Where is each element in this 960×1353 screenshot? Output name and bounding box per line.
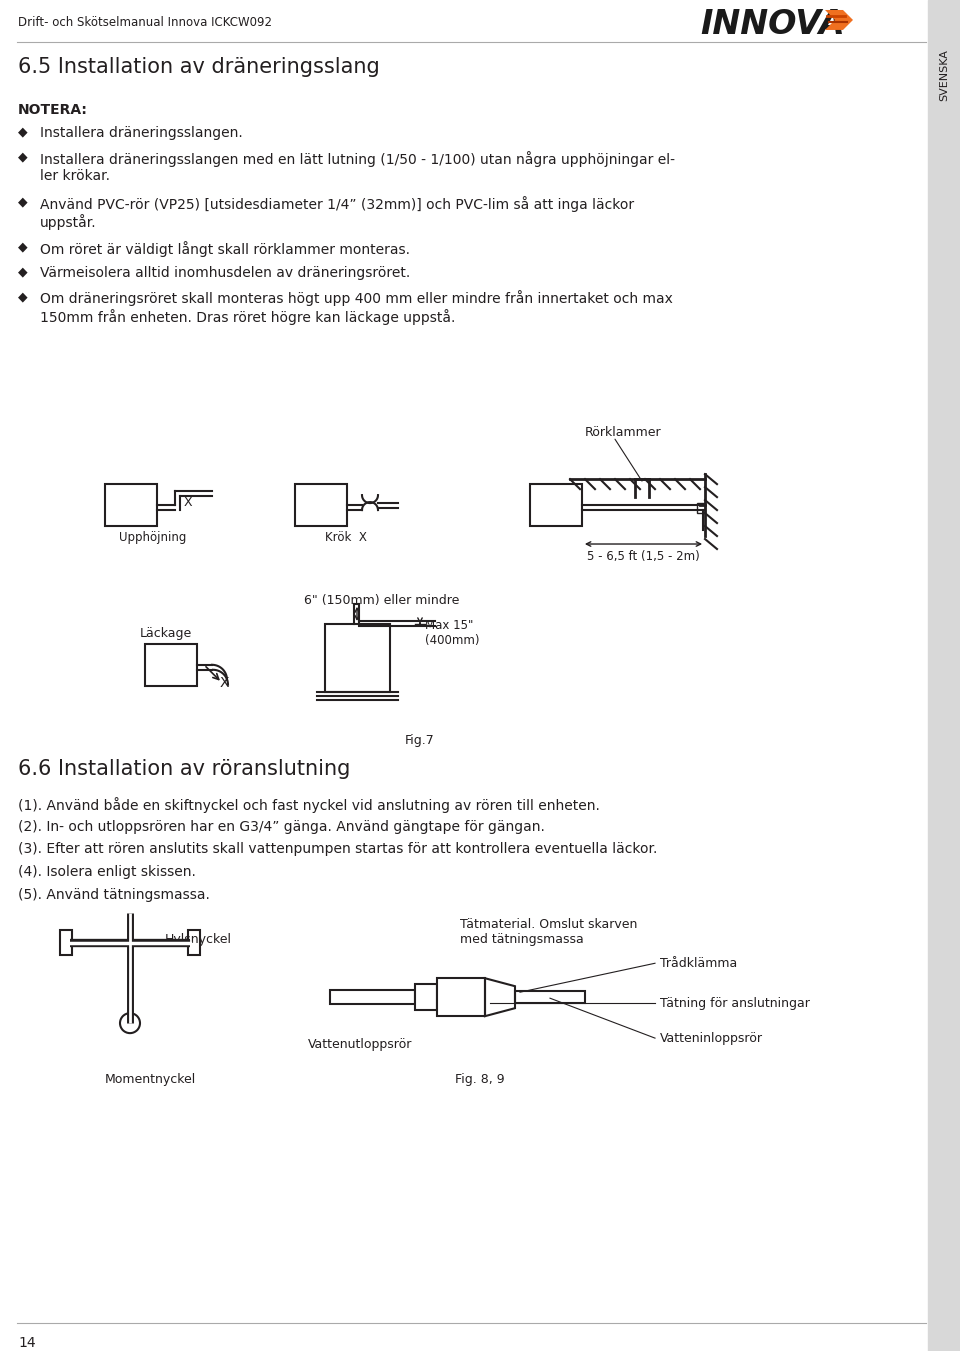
Polygon shape (825, 9, 853, 30)
Text: 5 - 6,5 ft (1,5 - 2m): 5 - 6,5 ft (1,5 - 2m) (587, 551, 700, 563)
Text: X: X (183, 495, 192, 509)
Text: 6" (150mm) eller mindre: 6" (150mm) eller mindre (304, 594, 460, 607)
Bar (928, 0, 960, 1350)
Text: Värmeisolera alltid inomhusdelen av dräneringsröret.: Värmeisolera alltid inomhusdelen av drän… (40, 265, 410, 280)
Text: X: X (219, 675, 228, 690)
Bar (60, 931, 72, 955)
Bar (530, 484, 582, 526)
Text: Installera dräneringsslangen med en lätt lutning (1/50 - 1/100) utan några upphö: Installera dräneringsslangen med en lätt… (40, 150, 675, 183)
Text: Fig. 8, 9: Fig. 8, 9 (455, 1073, 505, 1086)
Text: (5). Använd tätningsmassa.: (5). Använd tätningsmassa. (18, 889, 210, 902)
Text: (2). In- och utloppsrören har en G3/4” gänga. Använd gängtape för gängan.: (2). In- och utloppsrören har en G3/4” g… (18, 820, 545, 833)
Text: ◆: ◆ (18, 291, 28, 303)
Text: Trådklämma: Trådklämma (660, 957, 737, 970)
Text: ◆: ◆ (18, 126, 28, 139)
Bar (145, 644, 197, 686)
Bar (295, 484, 347, 526)
Text: Fig.7: Fig.7 (405, 733, 435, 747)
Bar (697, 503, 705, 513)
Bar (325, 624, 390, 691)
Text: Max 15"
(400mm): Max 15" (400mm) (425, 618, 479, 647)
Text: Läckage: Läckage (140, 626, 192, 640)
Text: Momentnyckel: Momentnyckel (105, 1073, 196, 1086)
Text: ◆: ◆ (18, 241, 28, 253)
Text: ◆: ◆ (18, 196, 28, 208)
Text: 14: 14 (18, 1335, 36, 1349)
Text: Vattenutloppsrör: Vattenutloppsrör (308, 1038, 412, 1051)
Text: Tätning för anslutningar: Tätning för anslutningar (660, 997, 810, 1009)
Text: Installera dräneringsslangen.: Installera dräneringsslangen. (40, 126, 243, 139)
Bar (188, 931, 200, 955)
Text: Om röret är väldigt långt skall rörklammer monteras.: Om röret är väldigt långt skall rörklamm… (40, 241, 410, 257)
Bar (515, 992, 585, 1003)
Text: Om dräneringsröret skall monteras högt upp 400 mm eller mindre från innertaket o: Om dräneringsröret skall monteras högt u… (40, 291, 673, 325)
Text: Krök  X: Krök X (325, 530, 367, 544)
Text: NOTERA:: NOTERA: (18, 103, 88, 116)
Text: Rörklammer: Rörklammer (585, 426, 661, 440)
Text: ◆: ◆ (18, 150, 28, 164)
Text: ◆: ◆ (18, 265, 28, 279)
Text: (3). Efter att rören anslutits skall vattenpumpen startas för att kontrollera ev: (3). Efter att rören anslutits skall vat… (18, 843, 658, 856)
Bar (105, 484, 157, 526)
Text: (1). Använd både en skiftnyckel och fast nyckel vid anslutning av rören till enh: (1). Använd både en skiftnyckel och fast… (18, 797, 600, 813)
Bar (330, 990, 415, 1004)
Text: Använd PVC-rör (VP25) [utsidesdiameter 1/4” (32mm)] och PVC-lim så att inga läck: Använd PVC-rör (VP25) [utsidesdiameter 1… (40, 196, 635, 230)
Text: Upphöjning: Upphöjning (119, 530, 186, 544)
Text: (4). Isolera enligt skissen.: (4). Isolera enligt skissen. (18, 866, 196, 879)
Bar (437, 978, 485, 1016)
Text: Drift- och Skötselmanual Innova ICKCW092: Drift- och Skötselmanual Innova ICKCW092 (18, 16, 272, 28)
Bar (415, 984, 437, 1011)
Text: Tätmaterial. Omslut skarven
med tätningsmassa: Tätmaterial. Omslut skarven med tätnings… (460, 919, 637, 946)
Text: 6.5 Installation av dräneringsslang: 6.5 Installation av dräneringsslang (18, 57, 380, 77)
Text: SVENSKA: SVENSKA (939, 49, 949, 101)
Text: INNOVA: INNOVA (700, 8, 845, 41)
Text: Hylsnyckel: Hylsnyckel (165, 934, 232, 946)
Text: 6.6 Installation av röranslutning: 6.6 Installation av röranslutning (18, 759, 350, 778)
Text: Vatteninloppsrör: Vatteninloppsrör (660, 1031, 763, 1045)
